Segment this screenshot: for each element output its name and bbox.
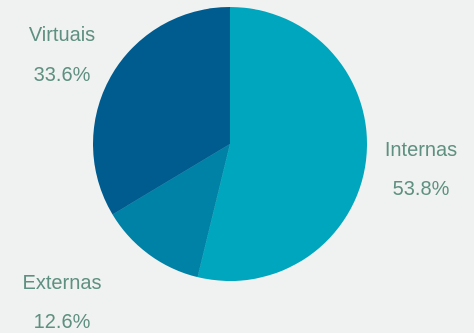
pie-slice-virtuais [93,7,230,215]
slice-label-externas-percent: 12.6% [34,311,91,333]
slice-label-internas-percent: 53.8% [393,178,450,200]
slice-label-externas-name: Externas [23,272,102,294]
slice-label-internas-name: Internas [385,139,457,161]
slice-label-virtuais-percent: 33.6% [34,64,91,86]
pie-slices [93,6,368,281]
slice-label-virtuais-name: Virtuais [29,24,95,46]
pie-slice-internas [197,6,368,281]
pie-slice-externas [112,144,230,278]
